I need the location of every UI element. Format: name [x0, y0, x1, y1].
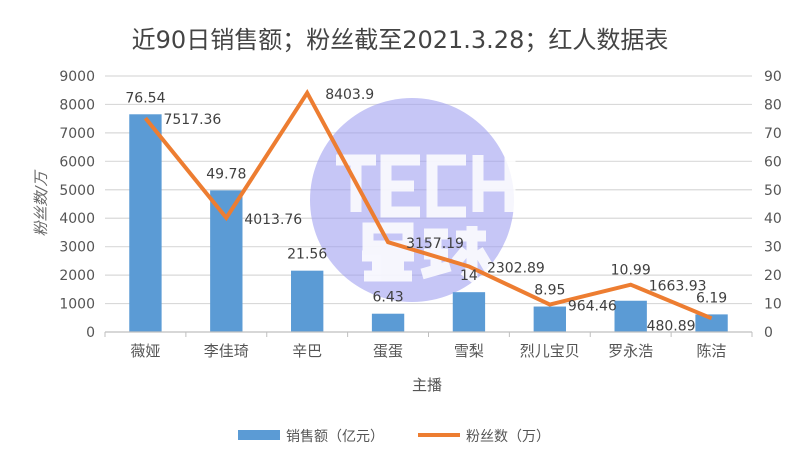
line-data-label: 7517.36	[163, 112, 221, 128]
line-path	[143, 89, 713, 321]
y-left-tick-label: 8000	[59, 97, 95, 113]
x-tick-label: 辛巴	[292, 342, 322, 360]
legend-bar-label: 销售额（亿元）	[286, 429, 384, 445]
axes: 0 1000 2000 3000 4000 5000 6000 7000 8000 9000 0 10…	[59, 69, 781, 360]
bar-data-label: 14	[460, 268, 478, 284]
y-left-tick-label: 1000	[59, 297, 95, 313]
line-data-label: 964.46	[568, 299, 617, 315]
line-data-label: 1663.93	[649, 279, 707, 295]
legend-bar-swatch	[238, 430, 280, 440]
y-left-tick-label: 9000	[59, 69, 95, 85]
line-series	[143, 89, 713, 321]
y-left-tick-label: 0	[86, 325, 95, 341]
line-data-label: 3157.19	[406, 236, 464, 252]
y-left-tick-label: 7000	[59, 126, 95, 142]
tech-planet-watermark-logo	[310, 98, 516, 302]
y-left-tick-label: 5000	[59, 183, 95, 199]
x-tick-label: 李佳琦	[204, 342, 249, 360]
x-tick-label: 烈儿宝贝	[520, 342, 580, 360]
y-right-tick-label: 10	[764, 297, 782, 313]
watermark-lettering-graphic	[336, 154, 516, 287]
x-tick-label: 陈洁	[697, 342, 727, 360]
bar-data-label: 76.54	[125, 90, 165, 106]
legend-line-label: 粉丝数（万）	[466, 429, 550, 445]
bar-data-label: 10.99	[611, 263, 651, 279]
data-labels: 76.54 49.78 21.56 6.43 14 8.95 10.99 6.19 7517.3…	[125, 87, 727, 334]
y-left-tick-label: 4000	[59, 211, 95, 227]
y-right-tick-label: 30	[764, 240, 782, 256]
y-right-tick-label: 70	[764, 126, 782, 142]
y-right-tick-label: 60	[764, 154, 782, 170]
y-left-tick-label: 2000	[59, 268, 95, 284]
line-data-label: 480.89	[647, 318, 696, 334]
y-right-tick-label: 80	[764, 97, 782, 113]
bar-series	[129, 114, 728, 332]
y-axis-left-title: 粉丝数/万	[32, 169, 50, 236]
x-tick-label: 罗永浩	[608, 342, 653, 360]
bar-data-label: 49.78	[206, 166, 246, 182]
y-right-tick-label: 40	[764, 211, 782, 227]
chart-title: 近90日销售额；粉丝截至2021.3.28；红人数据表	[132, 26, 669, 54]
y-right-tick-label: 90	[764, 69, 782, 85]
line-data-label: 8403.9	[325, 87, 374, 103]
bar-data-label: 8.95	[534, 283, 565, 299]
bar	[614, 300, 647, 332]
y-left-tick-label: 6000	[59, 154, 95, 170]
bar	[210, 190, 243, 332]
line-data-label: 4013.76	[244, 212, 302, 228]
y-right-tick-label: 0	[764, 325, 773, 341]
line-data-label: 2302.89	[487, 260, 545, 276]
x-tick-label: 雪梨	[454, 342, 484, 360]
bar-data-label: 21.56	[287, 247, 327, 263]
bar	[533, 306, 566, 332]
bar-data-label: 6.43	[372, 290, 403, 306]
bar	[452, 292, 486, 332]
bar	[371, 313, 405, 332]
x-tick-label: 薇娅	[130, 342, 160, 360]
bar	[695, 314, 728, 332]
bar	[129, 114, 162, 332]
x-tick-label: 蛋蛋	[373, 342, 403, 360]
legend: 销售额（亿元） 粉丝数（万）	[238, 429, 550, 445]
y-right-tick-label: 20	[764, 268, 782, 284]
x-axis-title: 主播	[412, 376, 442, 394]
y-left-tick-label: 3000	[59, 240, 95, 256]
bar	[291, 270, 324, 332]
bar-data-label: 6.19	[696, 290, 727, 306]
y-right-tick-label: 50	[764, 183, 782, 199]
